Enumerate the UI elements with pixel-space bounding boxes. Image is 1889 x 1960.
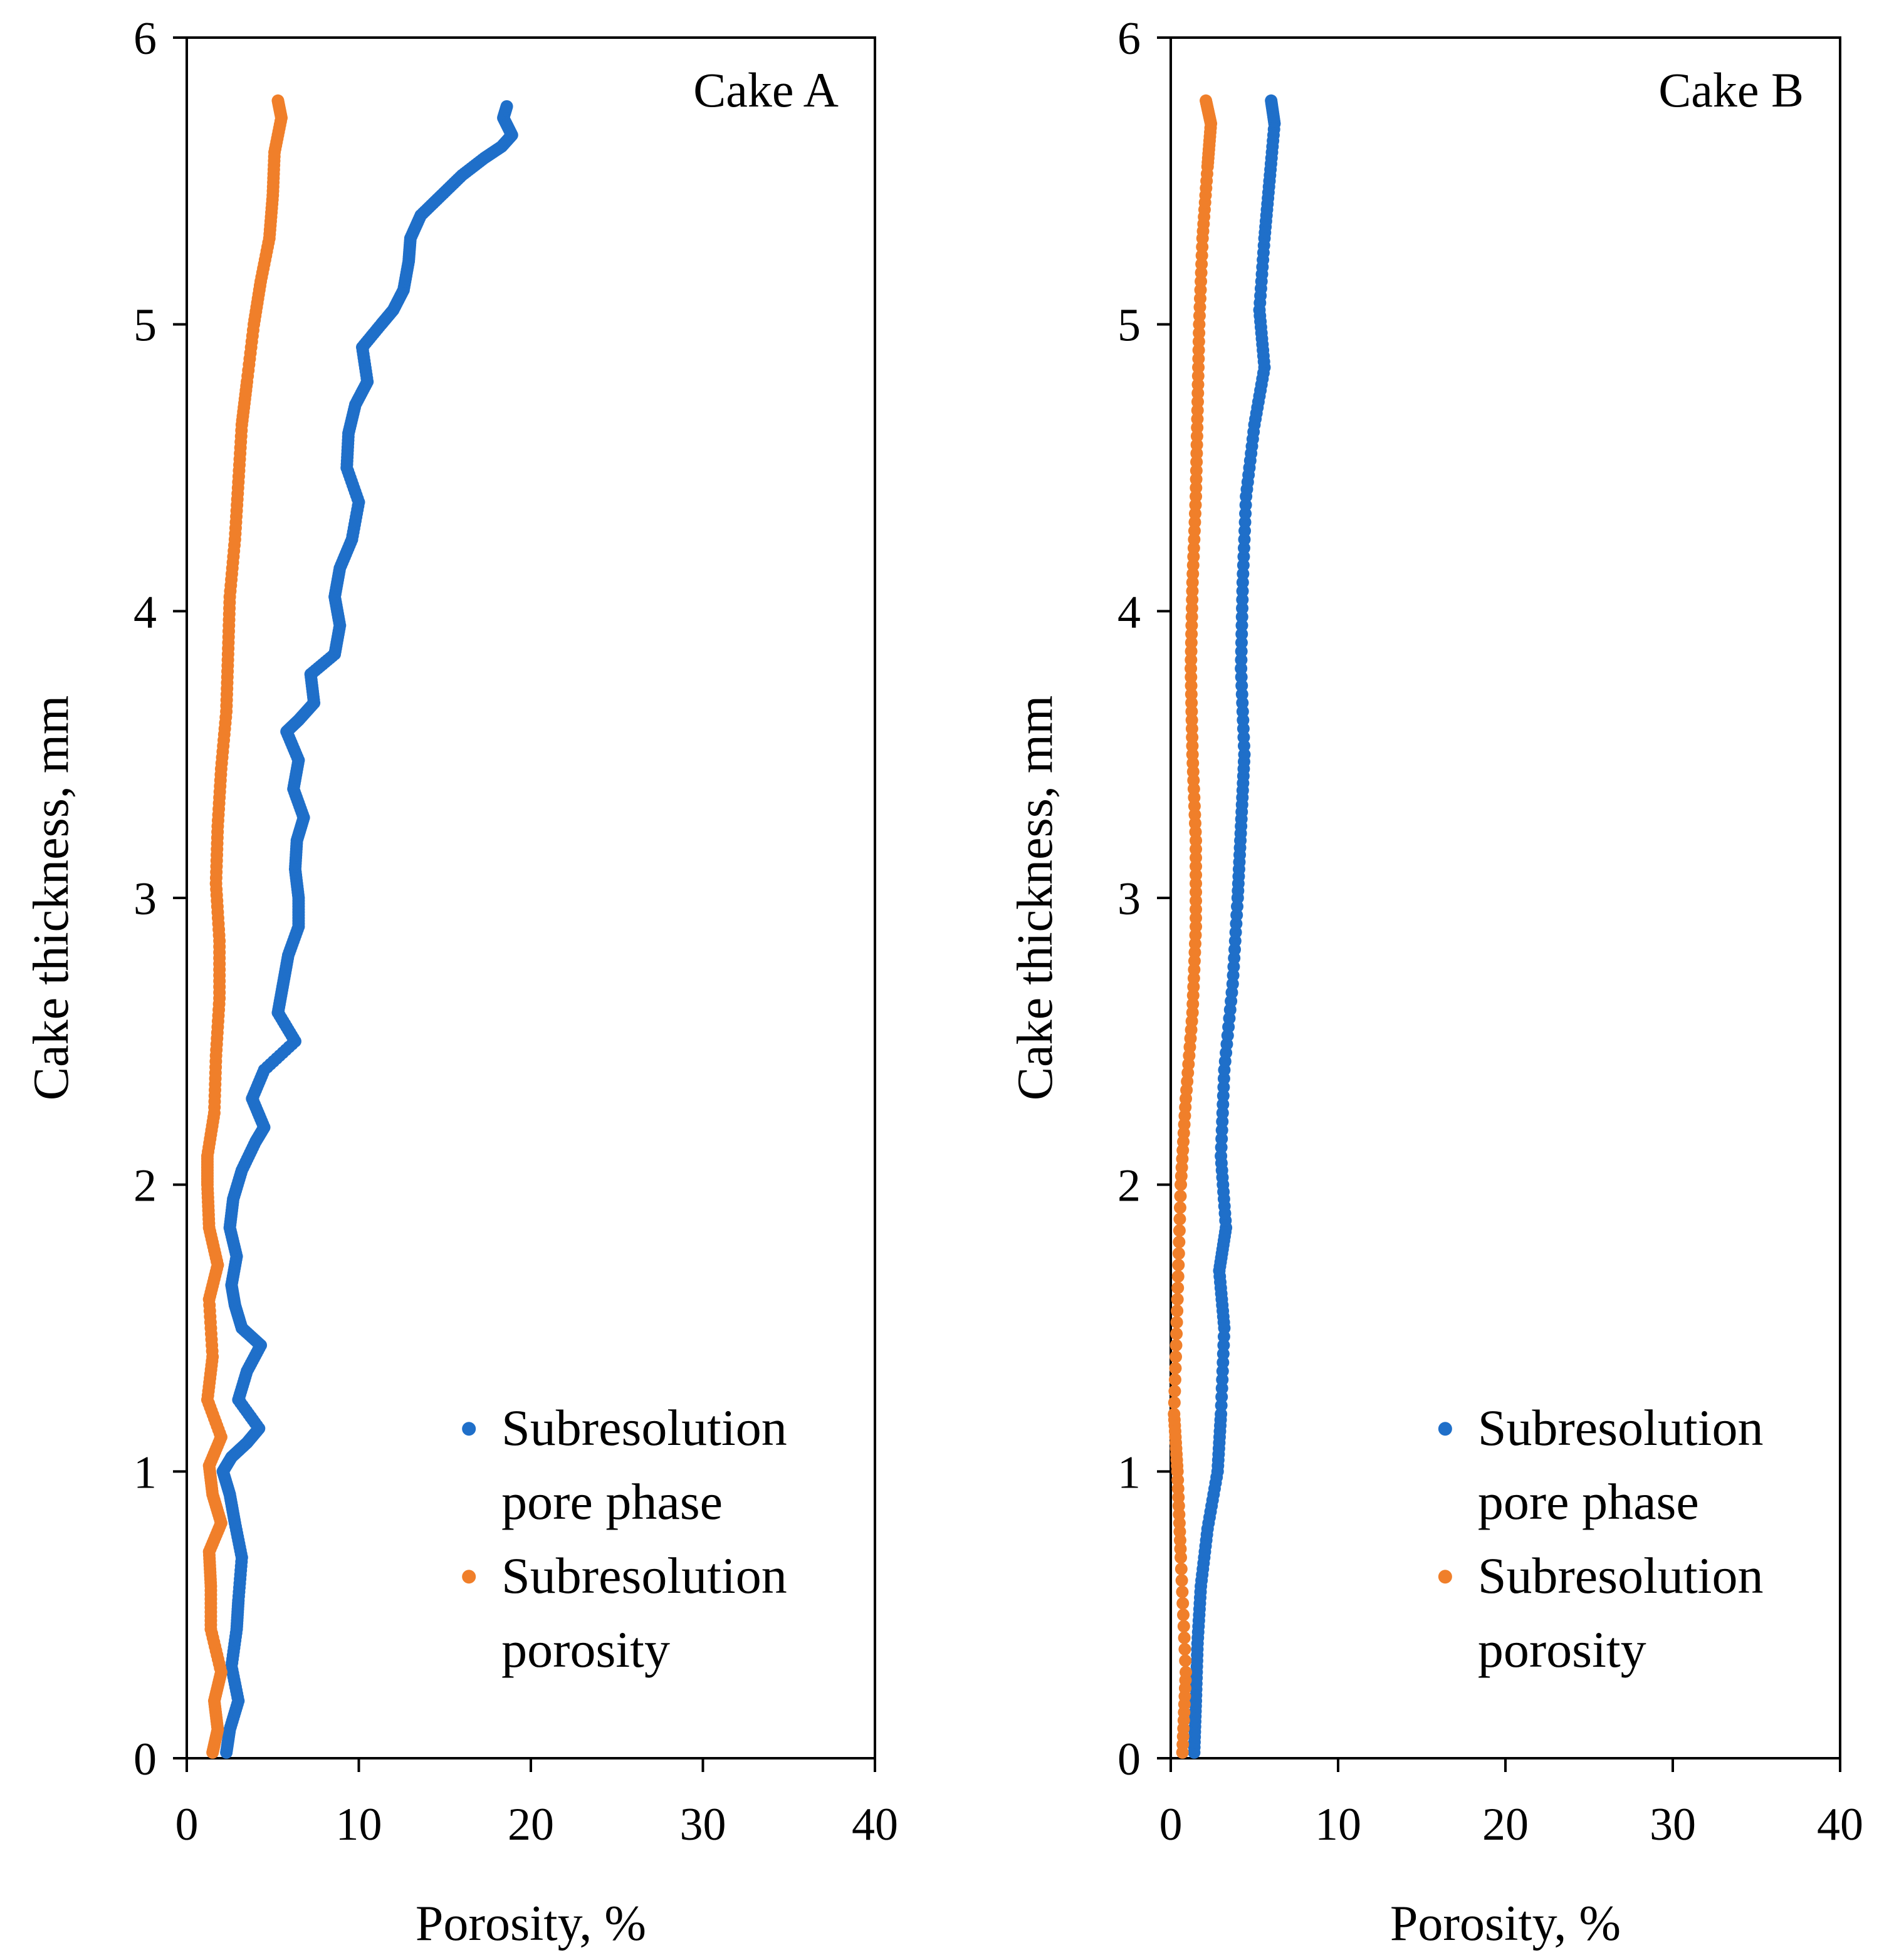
data-point <box>1177 1620 1190 1633</box>
data-point <box>1171 1281 1185 1295</box>
panel-title: Cake A <box>693 63 839 117</box>
y-tick-label: 5 <box>133 300 157 352</box>
legend-marker <box>1438 1422 1452 1436</box>
data-point <box>1190 851 1203 864</box>
chart-panel-cake-a: 0 1 2 3 4 5 6 0 10 20 30 40 Porosity, % Cake thicknes… <box>24 13 898 1951</box>
data-point <box>1265 94 1278 107</box>
data-point <box>1171 1305 1184 1318</box>
series-porosity <box>1168 94 1218 1759</box>
y-tick-label: 3 <box>1117 873 1141 925</box>
y-tick-label: 4 <box>1117 586 1141 638</box>
y-tick-label: 5 <box>1117 300 1141 352</box>
x-tick-label: 20 <box>508 1799 554 1850</box>
data-point <box>1174 1189 1187 1202</box>
data-point <box>1170 1327 1183 1340</box>
data-point <box>1171 1270 1185 1283</box>
y-axis-label: Cake thickness, mm <box>1008 696 1063 1101</box>
x-tick-label: 10 <box>336 1799 382 1850</box>
y-tick-label: 0 <box>133 1734 157 1785</box>
data-point <box>1176 1585 1189 1598</box>
x-axis-label: Porosity, % <box>416 1896 646 1951</box>
legend-label: pore phase <box>1478 1473 1699 1530</box>
x-tick-label: 40 <box>852 1799 898 1850</box>
legend-marker <box>1438 1570 1452 1584</box>
data-point <box>1173 1201 1186 1214</box>
data-point <box>1168 1385 1181 1398</box>
y-tick-label: 1 <box>1117 1447 1141 1498</box>
data-point <box>1180 1665 1193 1679</box>
data-point <box>1179 1654 1192 1667</box>
y-tick-label: 1 <box>133 1447 157 1498</box>
data-point <box>1168 1407 1181 1420</box>
data-point <box>1170 1350 1183 1363</box>
chart-panel-cake-b: 0 1 2 3 4 5 6 0 10 20 30 40 Porosity, % Cake thicknes… <box>1008 13 1863 1951</box>
y-tick-label: 4 <box>133 586 157 638</box>
data-point <box>1190 860 1203 873</box>
legend-label: Subresolution <box>501 1547 787 1604</box>
data-point <box>1172 1258 1185 1271</box>
y-axis-label: Cake thickness, mm <box>24 696 79 1101</box>
data-point <box>1169 1362 1182 1375</box>
legend-marker <box>462 1422 476 1436</box>
data-point <box>1190 868 1203 882</box>
x-tick-label: 40 <box>1817 1799 1863 1850</box>
data-point <box>1173 1212 1186 1226</box>
data-point <box>1172 1247 1185 1260</box>
data-point <box>1171 1293 1184 1306</box>
x-tick-label: 30 <box>680 1799 726 1850</box>
data-point <box>271 94 285 107</box>
x-tick-label: 10 <box>1315 1799 1361 1850</box>
data-point <box>1176 1597 1190 1610</box>
legend-label: pore phase <box>501 1473 723 1530</box>
data-point <box>500 100 513 113</box>
data-point <box>1170 1316 1183 1329</box>
x-tick-label: 30 <box>1650 1799 1696 1850</box>
legend-label: Subresolution <box>1478 1547 1764 1604</box>
data-point <box>1168 1396 1181 1409</box>
data-point <box>1190 894 1203 907</box>
y-tick-label: 6 <box>133 13 157 65</box>
data-point <box>1178 1643 1191 1656</box>
x-axis-label: Porosity, % <box>1390 1896 1621 1951</box>
y-tick-label: 2 <box>1117 1160 1141 1212</box>
data-point <box>1175 1574 1188 1587</box>
data-point <box>1178 1631 1191 1644</box>
y-tick-label: 6 <box>1117 13 1141 65</box>
data-point <box>1200 94 1213 107</box>
series-pore-phase <box>216 100 518 1759</box>
legend-label: Subresolution <box>501 1399 787 1456</box>
data-point <box>1173 1224 1186 1237</box>
data-point <box>1190 885 1203 899</box>
data-point <box>1190 903 1203 916</box>
x-tick-label: 0 <box>175 1799 199 1850</box>
data-point <box>1190 920 1203 933</box>
legend-label: porosity <box>1478 1621 1646 1678</box>
data-point <box>1177 1608 1190 1622</box>
y-tick-label: 3 <box>133 873 157 925</box>
data-point <box>1170 1338 1183 1352</box>
y-tick-label: 0 <box>1117 1734 1141 1785</box>
legend-marker <box>462 1570 476 1584</box>
data-point <box>1168 1373 1181 1386</box>
legend-label: porosity <box>501 1621 670 1678</box>
data-point <box>1190 877 1203 890</box>
data-point <box>1190 843 1203 856</box>
series-porosity <box>201 94 288 1759</box>
data-point <box>1173 1236 1186 1249</box>
panel-title: Cake B <box>1658 63 1804 117</box>
legend-label: Subresolution <box>1478 1399 1764 1456</box>
x-tick-label: 20 <box>1482 1799 1529 1850</box>
data-point <box>1175 1562 1188 1575</box>
series-pore-phase <box>1188 94 1281 1759</box>
data-point <box>1190 912 1203 925</box>
y-tick-label: 2 <box>133 1160 157 1212</box>
x-tick-label: 0 <box>1159 1799 1183 1850</box>
